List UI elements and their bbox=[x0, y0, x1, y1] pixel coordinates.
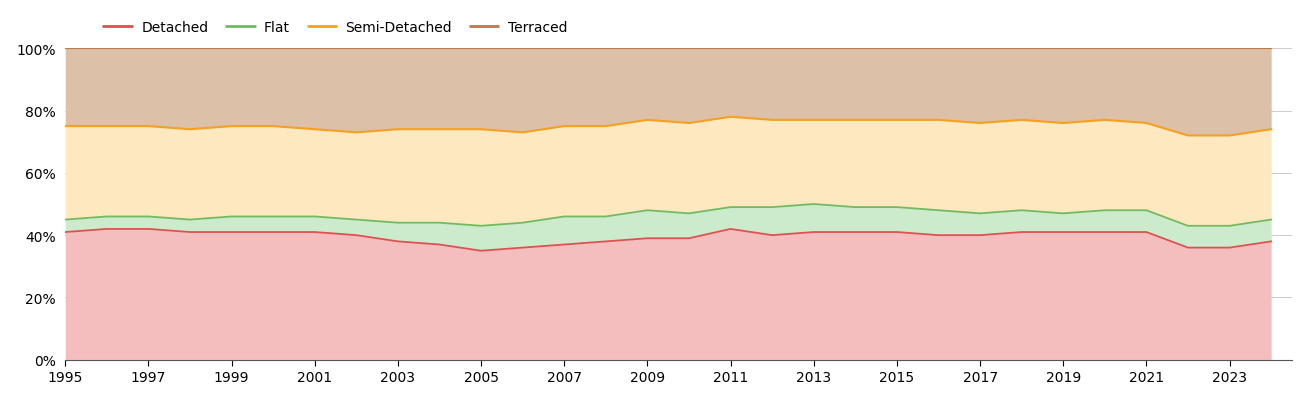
Legend: Detached, Flat, Semi-Detached, Terraced: Detached, Flat, Semi-Detached, Terraced bbox=[97, 16, 573, 40]
